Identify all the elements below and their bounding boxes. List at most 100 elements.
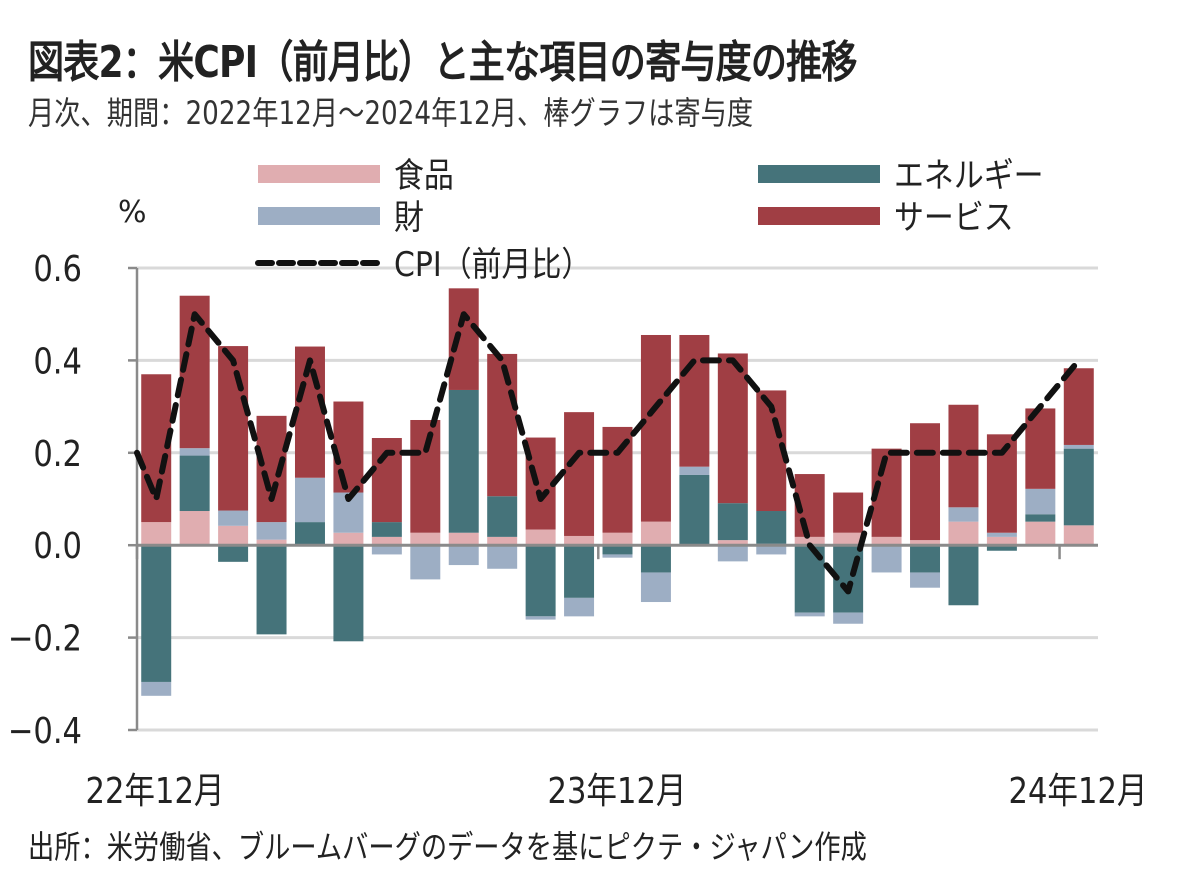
legend-item-food: 食品 [258, 155, 454, 195]
bar-segment-energy [1025, 514, 1056, 522]
x-tick-label: 24年12月 [1008, 770, 1147, 812]
legend-item-cpi: CPI（前月比） [255, 244, 591, 284]
bar-segment-services [717, 353, 748, 504]
bar-segment-energy [948, 545, 979, 606]
bar-segment-energy [679, 474, 710, 546]
bar-segment-services [640, 334, 671, 522]
bar-segment-services [218, 346, 249, 511]
legend-label-energy: エネルギー [894, 155, 1044, 195]
bar-segment-food [179, 511, 210, 546]
legend-label-services: サービス [894, 197, 1014, 237]
source-note: 出所：米労働省、ブルームバーグのデータを基にピクテ・ジャパン作成 [28, 828, 867, 866]
bar-segment-services [948, 404, 979, 508]
bar-segment-food [986, 536, 1017, 546]
legend-swatch-energy [758, 165, 880, 183]
bar-segment-food [256, 539, 287, 546]
bar-segment-energy [910, 545, 941, 573]
bar-segment-goods [564, 597, 595, 617]
bar-segment-food [487, 536, 518, 546]
bar-segment-goods [717, 545, 748, 562]
bar-segment-goods [179, 448, 210, 456]
bar-segment-goods [756, 545, 787, 555]
bar-segment-energy [640, 545, 671, 573]
bar-segment-goods [640, 572, 671, 603]
bar-segment-food [1025, 521, 1056, 546]
bar-segment-services [448, 288, 479, 390]
bar-segment-food [371, 536, 402, 546]
bar-segment-goods [256, 522, 287, 540]
bar-segment-food [717, 540, 748, 546]
bar-segment-food [448, 532, 479, 546]
bar-segment-services [410, 419, 441, 533]
bar-segment-goods [218, 510, 249, 526]
bar-segment-services [910, 423, 941, 541]
bar-segment-goods [948, 507, 979, 522]
bar-segment-goods [141, 681, 172, 696]
bar-segment-food [948, 521, 979, 546]
bar-segment-goods [487, 545, 518, 569]
bar-segment-services [679, 334, 710, 467]
bar-segment-food [333, 532, 364, 546]
x-tick-label: 23年12月 [547, 770, 686, 812]
y-axis-unit: % [118, 195, 147, 230]
bar-segment-services [833, 492, 864, 533]
bar-segment-energy [218, 545, 249, 562]
bar-segment-goods [871, 545, 902, 573]
bar-segment-energy [487, 496, 518, 537]
legend-swatch-goods [258, 207, 380, 225]
cpi-line-group [134, 311, 1082, 595]
bar-segment-energy [141, 545, 172, 682]
bar-segment-food [218, 525, 249, 546]
bar-segment-energy [1063, 448, 1094, 526]
bar-segment-goods [448, 545, 479, 566]
chart-subtitle: 月次、期間：2022年12月～2024年12月、棒グラフは寄与度 [28, 94, 754, 132]
bar-segment-food [910, 540, 941, 546]
bar-segment-energy [564, 545, 595, 598]
bar-segment-energy [256, 545, 287, 635]
y-tick-label: 0.2 [33, 432, 82, 474]
legend-item-goods: 財 [258, 197, 424, 237]
axes [128, 266, 1098, 732]
bar-segment-goods [294, 477, 325, 523]
bar-segment-services [1063, 368, 1094, 445]
bar-segment-energy [371, 522, 402, 537]
bar-segment-services [487, 353, 518, 497]
bar-segment-goods [1025, 488, 1056, 515]
legend-label-food: 食品 [394, 155, 454, 195]
cpi-line [134, 311, 1082, 595]
bar-segment-energy [525, 545, 556, 617]
y-tick-label: 0.4 [33, 340, 82, 382]
bar-segment-services [564, 412, 595, 536]
bar-segment-food [564, 535, 595, 546]
bar-segment-energy [756, 511, 787, 544]
bar-segment-goods [794, 612, 825, 617]
bar-segment-food [794, 536, 825, 546]
y-tick-label: −0.4 [8, 710, 82, 752]
bar-segment-energy [448, 389, 479, 533]
bar-segment-food [410, 532, 441, 546]
bar-segment-energy [333, 545, 364, 642]
bar-segment-food [525, 529, 556, 546]
y-tick-label: −0.2 [8, 617, 82, 659]
bar-segment-goods [833, 612, 864, 624]
bar-segment-energy [717, 503, 748, 541]
bar-segment-food [833, 532, 864, 546]
bar-segment-goods [1063, 444, 1094, 449]
bar-segment-goods [410, 545, 441, 580]
bar-segment-goods [602, 554, 633, 558]
bar-segment-energy [179, 455, 210, 512]
bar-segment-energy [602, 545, 633, 555]
bars [141, 288, 1094, 696]
bar-segment-food [141, 522, 172, 546]
bar-segment-food [602, 532, 633, 546]
legend-label-cpi: CPI（前月比） [394, 244, 591, 284]
y-tick-label: 0.6 [33, 248, 82, 290]
bar-segment-food [871, 536, 902, 546]
legend-item-energy: エネルギー [758, 155, 1044, 195]
bar-segment-food [1063, 525, 1094, 546]
bar-segment-goods [986, 532, 1017, 537]
legend-swatch-food [258, 165, 380, 183]
x-tick-labels: 22年12月 23年12月 24年12月 [85, 770, 1147, 812]
